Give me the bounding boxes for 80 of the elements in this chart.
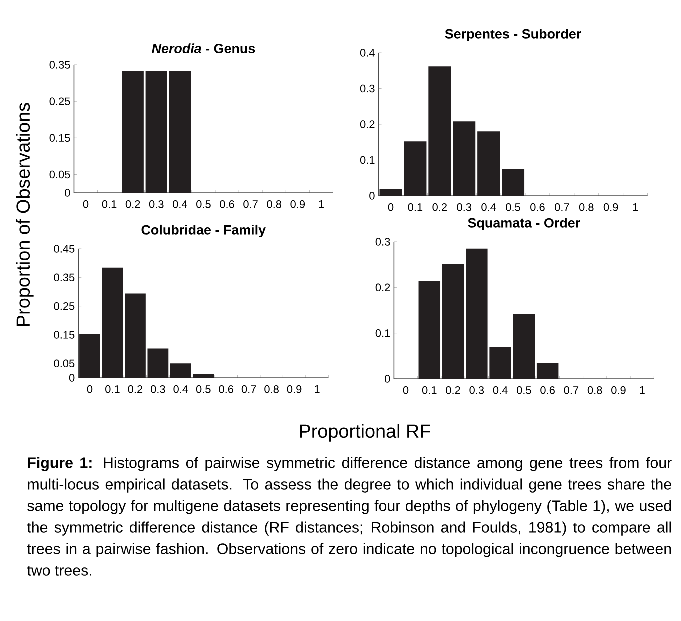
bar [442,264,464,380]
x-tick-label: 0 [87,386,93,394]
bar [453,122,476,196]
y-tick-label: 0.45 [54,245,75,253]
x-tick-label: 0.5 [196,200,211,208]
x-tick-label: 0.2 [432,204,447,212]
x-tick-label: 0.3 [470,386,484,394]
y-tick-label: 0.35 [54,274,75,282]
bar [428,66,452,196]
x-tick-label: 0.1 [102,200,117,208]
y-tick-label: 0.2 [376,284,390,292]
x-tick-label: 1 [319,200,324,208]
x-tick-label: 0.6 [540,386,555,394]
bar [513,314,536,380]
x-tick-label: 0.4 [482,204,496,212]
y-tick-label: 0.25 [50,98,70,106]
x-tick-label: 0.4 [172,200,188,208]
x-tick-label: 0.4 [174,386,188,394]
x-tick-label: 0.1 [422,386,437,394]
y-tick-label: 0.3 [376,238,390,246]
x-tick-label: 0 [403,386,409,394]
y-tick-label: 0.25 [54,302,75,310]
bar [102,268,124,378]
x-tick-label: 0.8 [267,200,282,208]
x-tick-label: 0.5 [196,386,211,394]
chart-title: Squamata - Order [468,218,580,231]
x-tick-label: 0.6 [530,204,545,212]
y-tick-label: 0.1 [376,329,390,338]
x-tick-label: 0.5 [506,204,520,212]
bar [536,363,559,380]
bar [80,334,100,378]
y-tick-label: 0.3 [360,84,375,93]
x-tick-label: 0.6 [219,386,234,394]
x-tick-label: 0.7 [564,386,579,394]
x-tick-label: 0.9 [287,386,302,394]
chart-title: Colubridae - Family [142,224,266,238]
x-tick-label: 0.1 [408,204,423,212]
x-tick-label: 0.2 [128,386,143,394]
y-axis-title: Proportion of Observations [16,103,34,326]
x-tick-label: 0.8 [588,386,602,394]
y-tick-label: 0 [384,375,390,383]
bar [418,281,441,380]
x-tick-label: 0.2 [126,200,140,208]
bar [478,132,500,196]
y-tick-label: 0 [69,374,75,382]
x-tick-label: 0 [83,200,89,208]
bar [502,169,525,196]
x-tick-label: 0.5 [516,386,532,394]
x-tick-label: 0.7 [554,204,570,212]
x-axis-title: Proportional RF [300,424,430,442]
chart-title: Serpentes - Suborder [445,28,582,42]
x-tick-label: 0.3 [150,386,166,394]
y-tick-label: 0.05 [50,170,70,179]
x-tick-label: 0.9 [612,386,626,394]
x-tick-label: 0.3 [457,204,472,212]
x-tick-label: 0.4 [493,386,508,394]
x-tick-label: 0.8 [264,386,279,394]
x-tick-label: 1 [633,204,638,212]
y-tick-label: 0.4 [360,49,375,57]
y-tick-label: 0.15 [50,134,70,142]
x-tick-label: 0.9 [604,204,618,212]
x-tick-label: 0.1 [106,386,120,394]
x-tick-label: 1 [640,386,645,394]
x-tick-label: 0.7 [242,386,256,394]
x-tick-label: 0.2 [446,386,460,394]
x-tick-label: 0.7 [244,200,258,208]
x-tick-label: 0.9 [290,200,306,208]
y-tick-label: 0.15 [54,331,75,339]
y-tick-label: 0.2 [360,120,375,128]
x-tick-label: 0.6 [220,200,234,208]
y-tick-label: 0.1 [360,156,375,164]
y-tick-label: 0.35 [50,61,70,69]
x-tick-label: 0.8 [579,204,594,212]
x-tick-label: 0.3 [149,200,164,208]
y-tick-label: 0 [370,192,375,200]
text: Figure 1: Histograms of pairwise symmetric difference distance among gene trees from four multi-locus empirical datasets. To assess the degree to which individual gene trees share the same topology for multigene datasets representing four depths of phylogeny (Table 1), we used the symmetric difference distance (RF distances; Robinson and Foulds, 1981) to compare all trees in a pairwise fashion. Observations of zero indicate no topological incongruence between two trees. [27,457,672,576]
y-tick-label: 0 [65,189,70,197]
chart-title: Nerodia - Genus [152,44,256,54]
x-tick-label: 1 [315,386,320,394]
y-tick-label: 0.05 [54,360,75,368]
